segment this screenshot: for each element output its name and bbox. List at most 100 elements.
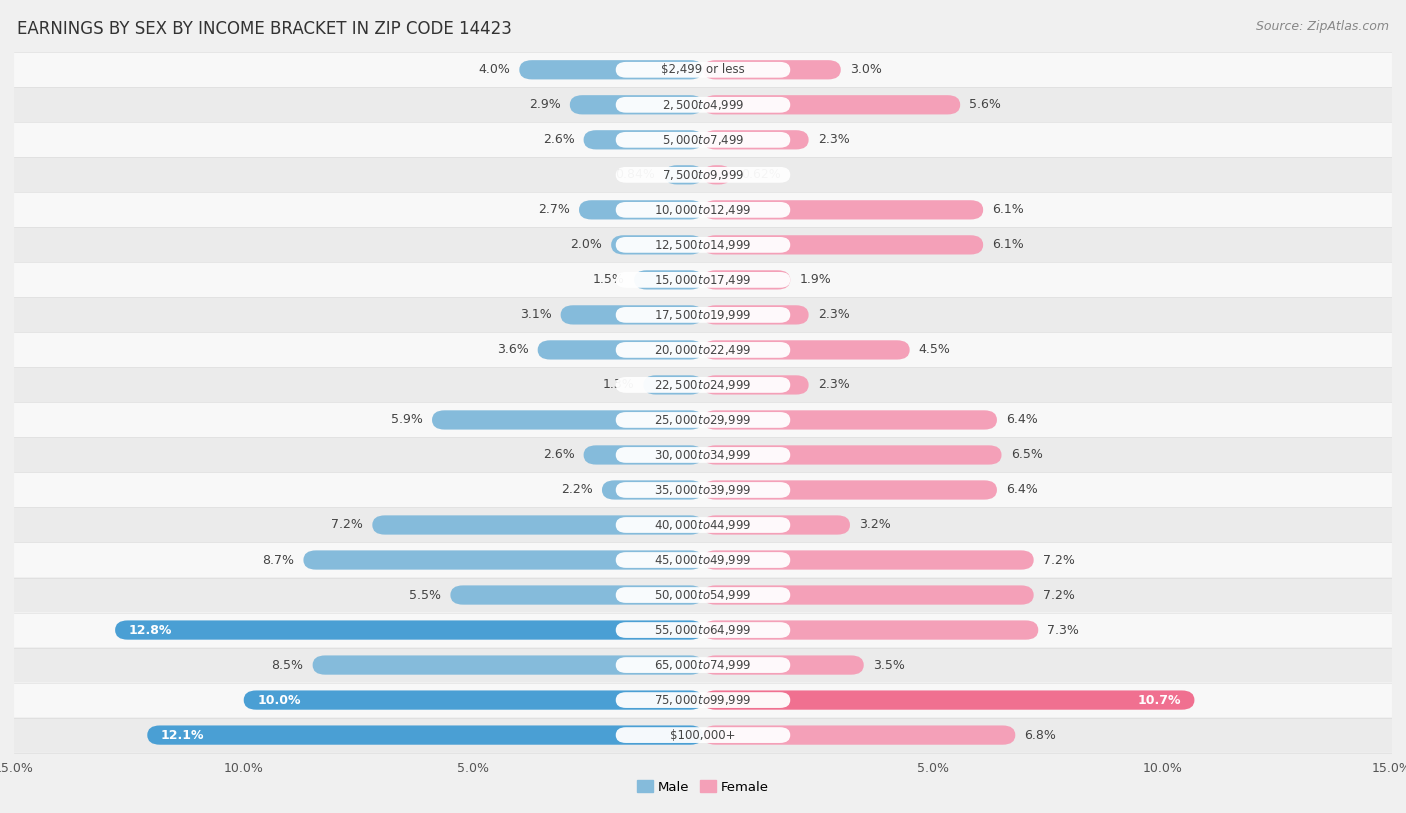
Text: 6.8%: 6.8% <box>1025 728 1056 741</box>
Text: 2.3%: 2.3% <box>818 133 849 146</box>
FancyBboxPatch shape <box>561 305 703 324</box>
Text: 12.1%: 12.1% <box>162 728 204 741</box>
Text: 2.6%: 2.6% <box>543 449 575 462</box>
FancyBboxPatch shape <box>616 272 790 288</box>
Text: 6.1%: 6.1% <box>993 238 1024 251</box>
Legend: Male, Female: Male, Female <box>631 775 775 799</box>
Text: 8.7%: 8.7% <box>263 554 294 567</box>
Text: $12,500 to $14,999: $12,500 to $14,999 <box>654 238 752 252</box>
FancyBboxPatch shape <box>602 480 703 500</box>
Text: 6.5%: 6.5% <box>1011 449 1043 462</box>
FancyBboxPatch shape <box>703 235 983 254</box>
FancyBboxPatch shape <box>14 612 1392 647</box>
Text: 0.62%: 0.62% <box>741 168 780 181</box>
FancyBboxPatch shape <box>644 376 703 394</box>
FancyBboxPatch shape <box>14 683 1392 718</box>
FancyBboxPatch shape <box>304 550 703 570</box>
Text: Source: ZipAtlas.com: Source: ZipAtlas.com <box>1256 20 1389 33</box>
FancyBboxPatch shape <box>537 341 703 359</box>
FancyBboxPatch shape <box>616 517 790 533</box>
FancyBboxPatch shape <box>703 130 808 150</box>
Text: 7.2%: 7.2% <box>332 519 363 532</box>
Text: 6.4%: 6.4% <box>1007 414 1038 427</box>
Text: 6.1%: 6.1% <box>993 203 1024 216</box>
Text: $45,000 to $49,999: $45,000 to $49,999 <box>654 553 752 567</box>
Text: $22,500 to $24,999: $22,500 to $24,999 <box>654 378 752 392</box>
Text: 3.2%: 3.2% <box>859 519 891 532</box>
Text: 5.6%: 5.6% <box>969 98 1001 111</box>
FancyBboxPatch shape <box>612 235 703 254</box>
FancyBboxPatch shape <box>616 447 790 463</box>
Text: 3.0%: 3.0% <box>851 63 882 76</box>
Text: 7.3%: 7.3% <box>1047 624 1080 637</box>
FancyBboxPatch shape <box>616 727 790 743</box>
FancyBboxPatch shape <box>616 482 790 498</box>
Text: 8.5%: 8.5% <box>271 659 304 672</box>
FancyBboxPatch shape <box>703 620 1038 640</box>
FancyBboxPatch shape <box>616 307 790 323</box>
Text: 2.0%: 2.0% <box>569 238 602 251</box>
FancyBboxPatch shape <box>616 237 790 253</box>
FancyBboxPatch shape <box>14 507 1392 542</box>
FancyBboxPatch shape <box>14 437 1392 472</box>
Text: $55,000 to $64,999: $55,000 to $64,999 <box>654 623 752 637</box>
FancyBboxPatch shape <box>703 411 997 429</box>
Text: EARNINGS BY SEX BY INCOME BRACKET IN ZIP CODE 14423: EARNINGS BY SEX BY INCOME BRACKET IN ZIP… <box>17 20 512 38</box>
FancyBboxPatch shape <box>14 402 1392 437</box>
FancyBboxPatch shape <box>703 550 1033 570</box>
Text: $30,000 to $34,999: $30,000 to $34,999 <box>654 448 752 462</box>
FancyBboxPatch shape <box>14 647 1392 683</box>
FancyBboxPatch shape <box>14 158 1392 193</box>
Text: 10.7%: 10.7% <box>1137 693 1181 706</box>
Text: $100,000+: $100,000+ <box>671 728 735 741</box>
Text: 1.3%: 1.3% <box>602 378 634 391</box>
FancyBboxPatch shape <box>703 446 1001 464</box>
FancyBboxPatch shape <box>148 725 703 745</box>
FancyBboxPatch shape <box>312 655 703 675</box>
FancyBboxPatch shape <box>703 725 1015 745</box>
Text: $7,500 to $9,999: $7,500 to $9,999 <box>662 167 744 182</box>
FancyBboxPatch shape <box>703 60 841 80</box>
Text: 2.6%: 2.6% <box>543 133 575 146</box>
FancyBboxPatch shape <box>616 132 790 148</box>
FancyBboxPatch shape <box>115 620 703 640</box>
Text: 3.1%: 3.1% <box>520 308 551 321</box>
FancyBboxPatch shape <box>703 270 790 289</box>
Text: 4.5%: 4.5% <box>920 343 950 356</box>
FancyBboxPatch shape <box>14 193 1392 228</box>
Text: 12.8%: 12.8% <box>129 624 173 637</box>
FancyBboxPatch shape <box>243 690 703 710</box>
FancyBboxPatch shape <box>703 376 808 394</box>
FancyBboxPatch shape <box>703 655 863 675</box>
FancyBboxPatch shape <box>665 165 703 185</box>
Text: $75,000 to $99,999: $75,000 to $99,999 <box>654 693 752 707</box>
Text: $65,000 to $74,999: $65,000 to $74,999 <box>654 658 752 672</box>
Text: $2,499 or less: $2,499 or less <box>661 63 745 76</box>
FancyBboxPatch shape <box>14 122 1392 158</box>
FancyBboxPatch shape <box>616 587 790 603</box>
FancyBboxPatch shape <box>432 411 703 429</box>
FancyBboxPatch shape <box>519 60 703 80</box>
Text: 10.0%: 10.0% <box>257 693 301 706</box>
FancyBboxPatch shape <box>14 542 1392 577</box>
FancyBboxPatch shape <box>616 62 790 78</box>
FancyBboxPatch shape <box>634 270 703 289</box>
Text: $25,000 to $29,999: $25,000 to $29,999 <box>654 413 752 427</box>
Text: 2.9%: 2.9% <box>529 98 561 111</box>
FancyBboxPatch shape <box>14 333 1392 367</box>
Text: $50,000 to $54,999: $50,000 to $54,999 <box>654 588 752 602</box>
Text: 2.3%: 2.3% <box>818 378 849 391</box>
Text: $2,500 to $4,999: $2,500 to $4,999 <box>662 98 744 112</box>
Text: $15,000 to $17,499: $15,000 to $17,499 <box>654 273 752 287</box>
FancyBboxPatch shape <box>703 200 983 220</box>
FancyBboxPatch shape <box>616 692 790 708</box>
Text: 0.84%: 0.84% <box>616 168 655 181</box>
FancyBboxPatch shape <box>583 130 703 150</box>
Text: $5,000 to $7,499: $5,000 to $7,499 <box>662 133 744 147</box>
FancyBboxPatch shape <box>616 412 790 428</box>
FancyBboxPatch shape <box>583 446 703 464</box>
FancyBboxPatch shape <box>703 341 910 359</box>
Text: 3.6%: 3.6% <box>496 343 529 356</box>
Text: 7.2%: 7.2% <box>1043 589 1074 602</box>
Text: $17,500 to $19,999: $17,500 to $19,999 <box>654 308 752 322</box>
